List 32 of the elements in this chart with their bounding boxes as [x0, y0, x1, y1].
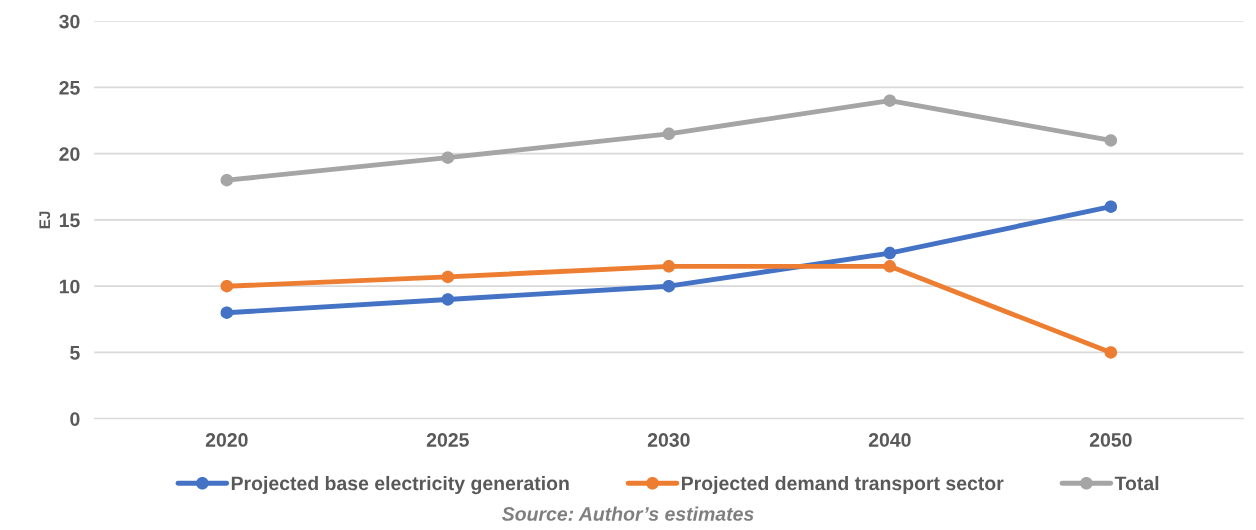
point — [220, 173, 234, 187]
point — [441, 293, 455, 306]
point — [1104, 346, 1118, 359]
point — [220, 306, 234, 319]
point — [883, 246, 897, 260]
point — [441, 270, 455, 284]
point — [662, 260, 676, 273]
x-tick-label: 2025 — [426, 433, 469, 447]
x-tick-label: 2040 — [868, 433, 911, 447]
y-tick-label: 5 — [70, 346, 80, 360]
point — [1104, 200, 1118, 213]
point — [662, 127, 676, 141]
source-note: Source: Author’s estimates — [501, 506, 754, 521]
point — [883, 94, 897, 107]
point — [883, 260, 897, 273]
x-tick-label: 2020 — [205, 433, 248, 447]
legend-label: Projected demand transport sector — [681, 475, 1004, 495]
y-tick-label: 15 — [59, 213, 80, 228]
y-tick-label: 30 — [59, 14, 80, 29]
y-tick-label: 25 — [59, 80, 80, 95]
point — [1104, 134, 1118, 147]
y-tick-label: 0 — [70, 412, 80, 426]
point — [662, 279, 676, 293]
point — [220, 279, 234, 293]
point — [441, 151, 455, 164]
x-tick-label: 2050 — [1089, 433, 1132, 447]
y-axis-title: EJ — [39, 211, 51, 229]
y-tick-label: 20 — [59, 147, 80, 161]
legend-label: Projected base electricity generation — [231, 475, 569, 495]
y-tick-label: 10 — [59, 279, 80, 294]
x-tick-label: 2030 — [647, 433, 690, 447]
legend-label: Total — [1114, 475, 1159, 491]
